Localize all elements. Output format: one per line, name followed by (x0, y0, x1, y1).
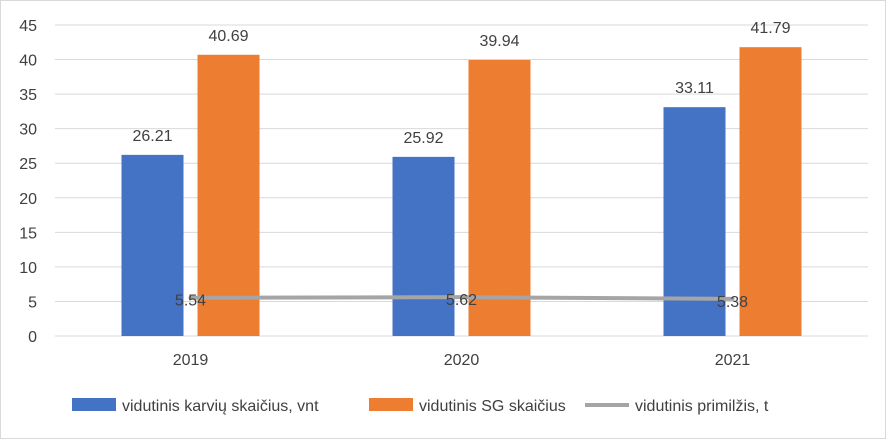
bar (468, 59, 531, 337)
bar-data-label: 39.94 (479, 33, 519, 50)
x-tick-label: 2021 (715, 352, 751, 369)
y-tick-label: 35 (19, 87, 37, 104)
bar (197, 54, 260, 336)
y-tick-label: 5 (28, 294, 37, 311)
y-tick-label: 30 (19, 122, 37, 139)
y-tick-label: 40 (19, 53, 37, 70)
bar (121, 154, 184, 336)
bar (392, 156, 455, 336)
y-tick-label: 10 (19, 260, 37, 277)
bars (121, 47, 802, 337)
line-data-label: 5.62 (446, 292, 477, 309)
y-tick-label: 15 (19, 225, 37, 242)
line-data-label: 5.38 (717, 294, 748, 311)
data-labels: 26.21 40.69 25.92 39.94 33.11 41.79 5.54 5.62 5.… (132, 20, 790, 311)
bar-data-label: 25.92 (403, 130, 443, 147)
bar-data-label: 26.21 (132, 128, 172, 145)
x-tick-label: 2019 (173, 352, 209, 369)
y-tick-label: 0 (28, 329, 37, 346)
gridlines (55, 24, 868, 337)
bar-data-label: 41.79 (750, 20, 790, 37)
legend-item: vidutinis karvių skaičius, vnt (72, 398, 319, 415)
y-axis-ticks: 0 5 10 15 20 25 30 35 40 45 (19, 18, 37, 346)
line-series-path (188, 295, 735, 301)
legend: vidutinis karvių skaičius, vnt vidutinis … (72, 398, 769, 415)
x-tick-label: 2020 (444, 352, 480, 369)
bar-data-label: 40.69 (208, 28, 248, 45)
x-axis-ticks: 2019 2020 2021 (173, 352, 751, 369)
legend-label: vidutinis primilžis, t (635, 398, 769, 415)
legend-item: vidutinis SG skaičius (369, 398, 566, 415)
y-tick-label: 25 (19, 156, 37, 173)
y-tick-label: 20 (19, 191, 37, 208)
legend-swatch (72, 398, 116, 411)
bar (739, 47, 802, 337)
legend-item: vidutinis primilžis, t (585, 398, 769, 415)
legend-label: vidutinis karvių skaičius, vnt (122, 398, 319, 415)
line-series (188, 295, 735, 301)
bar-data-label: 33.11 (675, 80, 714, 97)
line-data-label: 5.54 (175, 293, 206, 310)
legend-swatch (369, 398, 413, 411)
y-tick-label: 45 (19, 18, 37, 35)
legend-label: vidutinis SG skaičius (419, 398, 566, 415)
